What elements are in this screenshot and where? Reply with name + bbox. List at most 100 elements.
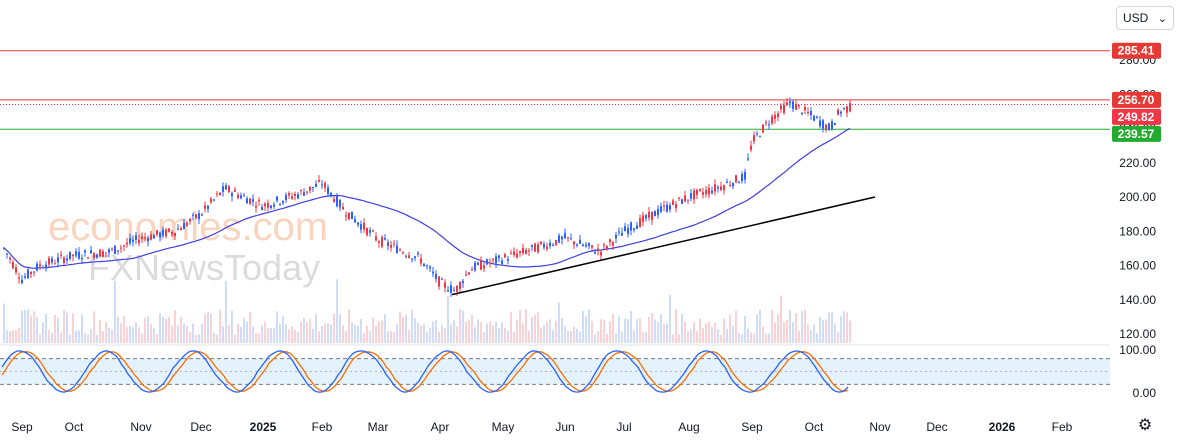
- volume-bar: [24, 310, 26, 343]
- price-tag-box: [1112, 91, 1161, 108]
- candle-body: [360, 224, 362, 230]
- volume-bar: [717, 329, 719, 343]
- volume-bar: [168, 317, 170, 343]
- volume-bar: [189, 332, 191, 343]
- volume-bars: [3, 279, 851, 343]
- volume-bar: [666, 323, 668, 343]
- volume-bar: [768, 333, 770, 343]
- candle-body: [831, 121, 833, 129]
- gear-icon[interactable]: ⚙: [1137, 417, 1153, 434]
- volume-bar: [276, 311, 278, 343]
- volume-bar: [240, 326, 242, 343]
- volume-bar: [402, 316, 404, 343]
- candle-body: [327, 187, 329, 194]
- candle-body: [258, 200, 260, 202]
- volume-bar: [348, 309, 350, 343]
- volume-bar: [585, 316, 587, 343]
- candle-body: [339, 200, 341, 208]
- candle-body: [513, 251, 515, 256]
- watermark: economies.com FXNewsToday: [48, 205, 328, 288]
- candle-body: [165, 229, 167, 237]
- candle-body: [708, 188, 710, 195]
- volume-bar: [498, 328, 500, 343]
- candle-body: [615, 234, 617, 239]
- volume-bar: [78, 330, 80, 343]
- horizontal-levels[interactable]: [0, 50, 1110, 130]
- volume-bar: [582, 311, 584, 343]
- candle-body: [675, 203, 677, 209]
- candle-body: [180, 228, 182, 231]
- volume-bar: [834, 324, 836, 343]
- volume-bar: [213, 332, 215, 343]
- candle-body: [225, 185, 227, 190]
- candle-body: [111, 248, 113, 250]
- volume-bar: [459, 309, 461, 343]
- volume-bar: [627, 319, 629, 343]
- candle-body: [387, 242, 389, 246]
- candle-body: [570, 238, 572, 240]
- volume-bar: [318, 331, 320, 343]
- volume-bar: [399, 311, 401, 343]
- volume-bar: [234, 334, 236, 343]
- time-tick-label: Nov: [869, 420, 890, 434]
- volume-bar: [309, 318, 311, 343]
- candle-body: [789, 101, 791, 104]
- volume-bar: [489, 321, 491, 343]
- volume-bar: [762, 326, 764, 343]
- candle-body: [273, 204, 275, 207]
- volume-bar: [426, 331, 428, 343]
- volume-bar: [828, 312, 830, 343]
- time-axis[interactable]: Sep Oct Nov Dec 2025 Feb Mar Apr May Jun Jul Aug Sep…: [11, 420, 1072, 434]
- volume-bar: [54, 315, 56, 343]
- candle-body: [813, 116, 815, 121]
- candle-body: [483, 265, 485, 269]
- volume-bar: [207, 312, 209, 343]
- stochastic-band-fill-left: [0, 358, 178, 385]
- volume-bar: [231, 310, 233, 343]
- volume-bar: [114, 280, 116, 343]
- volume-bar: [474, 327, 476, 343]
- time-tick-label: Jun: [555, 420, 574, 434]
- candle-body: [342, 206, 344, 210]
- volume-bar: [327, 323, 329, 343]
- volume-bar: [810, 329, 812, 343]
- candle-body: [231, 193, 233, 197]
- time-tick-label: Mar: [368, 420, 389, 434]
- candle-body: [726, 181, 728, 183]
- volume-bar: [564, 326, 566, 343]
- trendline[interactable]: [451, 196, 876, 296]
- volume-bar: [27, 309, 29, 343]
- volume-bar: [198, 334, 200, 343]
- currency-dropdown[interactable]: USD ⌄: [1116, 6, 1174, 30]
- volume-bar: [147, 316, 149, 343]
- volume-bar: [549, 319, 551, 343]
- volume-bar: [543, 325, 545, 343]
- candle-body: [255, 205, 257, 208]
- volume-bar: [81, 314, 83, 343]
- candle-body: [129, 238, 131, 244]
- volume-bar: [66, 312, 68, 343]
- volume-bar: [822, 320, 824, 343]
- volume-bar: [741, 334, 743, 343]
- candle-body: [618, 231, 620, 233]
- candle-body: [690, 193, 692, 199]
- volume-bar: [654, 319, 656, 343]
- volume-bar: [72, 313, 74, 343]
- candle-body: [792, 101, 794, 109]
- stochastic-pane[interactable]: [0, 344, 1110, 393]
- volume-bar: [57, 317, 59, 343]
- candle-body: [723, 185, 725, 191]
- time-tick-label: Oct: [65, 420, 84, 434]
- volume-bar: [771, 310, 773, 343]
- candle-body: [369, 230, 371, 233]
- time-tick-label: 2026: [989, 420, 1016, 434]
- candle-body: [414, 256, 416, 259]
- volume-bar: [18, 327, 20, 343]
- candle-body: [582, 244, 584, 246]
- volume-bar: [408, 329, 410, 343]
- candle-body: [480, 260, 482, 270]
- candle-body: [810, 111, 812, 115]
- candle-body: [711, 190, 713, 194]
